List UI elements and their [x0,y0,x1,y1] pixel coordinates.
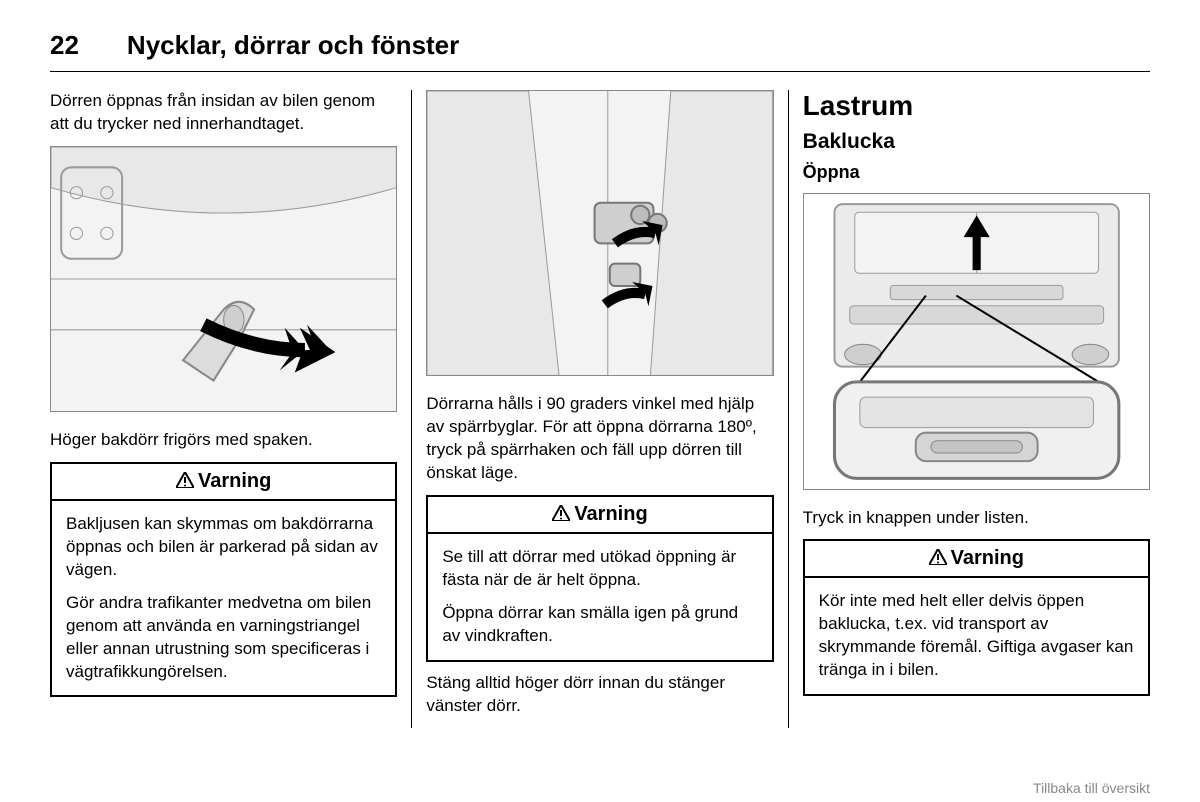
col3-after-figure: Tryck in knappen under listen. [803,507,1150,530]
footer-back-link[interactable]: Tillbaka till översikt [1033,780,1150,796]
col3-warning-header: Varning [805,541,1148,578]
col3-heading-oppna: Öppna [803,162,1150,183]
col2-warning-header: Varning [428,497,771,534]
col2-after-figure: Dörrarna hålls i 90 graders vinkel med h… [426,393,773,485]
warning-triangle-icon [176,472,194,488]
col1-warning-p1: Bakljusen kan skymmas om bak­dörrarna öp… [66,513,381,582]
column-2: Dörrarna hålls i 90 graders vinkel med h… [411,90,788,728]
col2-warning-box: Varning Se till att dörrar med utökad öp… [426,495,773,662]
content-columns: Dörren öppnas från insidan av bilen geno… [50,90,1150,728]
col1-intro: Dörren öppnas från insidan av bilen geno… [50,90,397,136]
col1-warning-p2: Gör andra trafikanter medvetna om bilen … [66,592,381,684]
page-header: 22 Nycklar, dörrar och fönster [50,30,1150,72]
col2-warning-title: Varning [574,503,647,525]
column-1: Dörren öppnas från insidan av bilen geno… [50,90,411,728]
col2-warning-body: Se till att dörrar med utökad öpp­ning ä… [428,534,771,660]
warning-triangle-icon [552,505,570,521]
col1-warning-body: Bakljusen kan skymmas om bak­dörrarna öp… [52,501,395,696]
col2-warning-p1: Se till att dörrar med utökad öpp­ning ä… [442,546,757,592]
col3-heading-baklucka: Baklucka [803,130,1150,154]
col1-warning-box: Varning Bakljusen kan skymmas om bak­dör… [50,462,397,698]
col3-warning-p1: Kör inte med helt eller delvis öp­pen ba… [819,590,1134,682]
column-3: Lastrum Baklucka Öppna [789,90,1150,728]
col2-warning-p2: Öppna dörrar kan smälla igen på grund av… [442,602,757,648]
col1-warning-header: Varning [52,464,395,501]
col3-warning-box: Varning Kör inte med helt eller delvis ö… [803,539,1150,696]
col3-warning-title: Varning [951,547,1024,569]
col3-heading-lastrum: Lastrum [803,90,1150,122]
col3-warning-body: Kör inte med helt eller delvis öp­pen ba… [805,578,1148,694]
col2-closing: Stäng alltid höger dörr innan du stänger… [426,672,773,718]
col1-warning-title: Varning [198,470,271,492]
col1-after-figure: Höger bakdörr frigörs med spaken. [50,429,397,452]
figure-door-latch [426,90,773,376]
warning-triangle-icon [929,549,947,565]
page-number: 22 [50,30,79,61]
figure-tailgate-button [803,193,1150,490]
page-title: Nycklar, dörrar och fönster [127,30,459,61]
figure-inner-handle [50,146,397,412]
